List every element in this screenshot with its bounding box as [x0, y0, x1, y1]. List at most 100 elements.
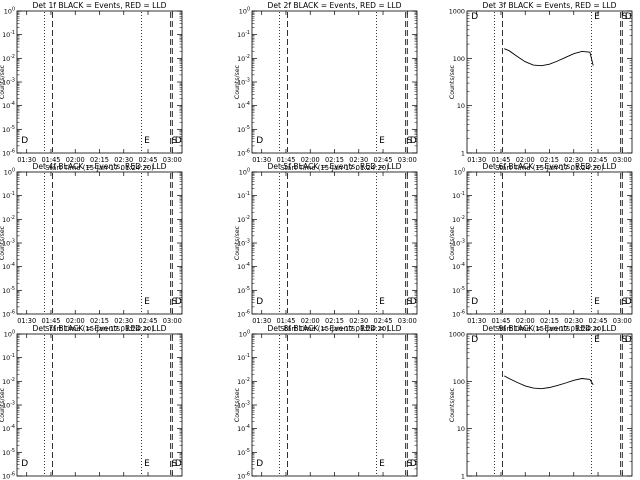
panel-title: Det 3f BLACK = Events, RED = LLD	[483, 1, 617, 10]
y-tick-label: 100	[239, 168, 250, 177]
panel-title: Det 9f BLACK = Events, RED = LLD	[483, 324, 617, 333]
x-axis-title: Start Time (15-Jan-17 01:24:20)	[45, 325, 154, 333]
x-tick-label: 03:00	[398, 156, 417, 164]
panel-4: Det 4f BLACK = Events, RED = LLD 01:30 01:…	[0, 162, 183, 333]
x-tick-label: 02:00	[516, 156, 535, 164]
x-tick-label: 02:45	[139, 156, 158, 164]
letter-d: D	[410, 136, 417, 146]
letter-d: D	[175, 297, 182, 307]
y-tick-label: 10-3	[2, 78, 15, 87]
y-tick-label: 10-2	[2, 54, 15, 63]
x-tick-label: 02:30	[114, 317, 133, 325]
panel-7: Det 7f BLACK = Events, RED = LLD01:3001:…	[0, 324, 183, 480]
y-tick-label: 10-1	[237, 353, 250, 362]
x-tick-label: 01:45	[276, 156, 295, 164]
letter-e: E	[594, 297, 600, 307]
y-tick-label: 10-5	[2, 286, 15, 295]
x-axis-title: Start Time (15-Jan-17 01:24:20)	[280, 164, 389, 172]
plot-frame	[251, 333, 418, 477]
letter-d: D	[175, 459, 182, 469]
y-tick-label: 100	[4, 7, 15, 16]
x-tick-label: 01:30	[467, 156, 486, 164]
series-line	[504, 48, 594, 67]
y-tick-label: 10-6	[452, 310, 465, 319]
y-tick-label: 10-3	[2, 239, 15, 248]
y-tick-label: 10-4	[2, 101, 15, 110]
y-tick-label: 10-3	[237, 401, 250, 410]
plot-frame	[251, 10, 418, 154]
y-tick-label: 1000	[449, 331, 465, 339]
y-tick-label: 10-5	[2, 125, 15, 134]
letter-e: E	[144, 459, 150, 469]
letter-s: S	[172, 459, 178, 469]
y-axis-title: Counts/sec	[449, 64, 456, 99]
x-axis-title: Start Time (15-Jan-17 01:24:20)	[280, 325, 389, 333]
y-tick-label: 1000	[449, 8, 465, 16]
panel-5: Det 5f BLACK = Events, RED = LLD 01:30 01:…	[234, 162, 418, 333]
x-tick-label: 02:45	[589, 156, 608, 164]
x-tick-label: 02:00	[66, 317, 85, 325]
x-tick-label: 02:00	[516, 317, 535, 325]
x-tick-label: 01:45	[491, 156, 510, 164]
x-tick-label: 03:00	[398, 317, 417, 325]
y-tick-label: 10-1	[237, 191, 250, 200]
y-tick-label: 10-1	[2, 30, 15, 39]
y-tick-label: 10-4	[452, 262, 465, 271]
y-tick-label: 10-3	[237, 239, 250, 248]
y-axis-title: Counts/sec	[0, 225, 6, 260]
y-tick-label: 10-5	[237, 125, 250, 134]
x-tick-label: 02:45	[374, 317, 393, 325]
y-tick-label: 10-5	[237, 448, 250, 457]
x-tick-label: 01:45	[41, 156, 60, 164]
letter-d: D	[256, 297, 263, 307]
x-tick-label: 02:30	[349, 317, 368, 325]
panel-title: Det 8f BLACK = Events, RED = LLD	[268, 324, 402, 333]
x-tick-label: 01:30	[467, 317, 486, 325]
panel-6: Det 6f BLACK = Events, RED = LLD 01:30 01:…	[449, 162, 633, 333]
x-tick-label: 02:30	[114, 156, 133, 164]
y-tick-label: 10-4	[237, 101, 250, 110]
y-tick-label: 10-5	[452, 286, 465, 295]
y-tick-label: 10-6	[2, 310, 15, 319]
letter-d: D	[410, 297, 417, 307]
letter-e: E	[379, 459, 385, 469]
x-tick-label: 01:30	[252, 317, 271, 325]
x-tick-label: 03:00	[613, 317, 632, 325]
x-axis-title: Start Time (15-Jan-17 01:24:20)	[45, 164, 154, 172]
plot-frame	[251, 171, 418, 315]
y-tick-label: 100	[454, 168, 465, 177]
y-tick-label: 10-1	[452, 191, 465, 200]
letter-e: E	[379, 136, 385, 146]
y-tick-label: 100	[4, 168, 15, 177]
x-tick-label: 02:15	[540, 156, 559, 164]
letter-e: E	[144, 136, 150, 146]
x-tick-label: 02:00	[301, 317, 320, 325]
letter-d: D	[471, 335, 478, 345]
x-tick-label: 02:15	[90, 156, 109, 164]
x-tick-label: 01:30	[17, 317, 36, 325]
y-tick-label: 10-6	[237, 149, 250, 158]
y-tick-label: 10-2	[452, 215, 465, 224]
y-tick-label: 10-4	[237, 424, 250, 433]
y-axis-title: Counts/sec	[449, 225, 456, 260]
letter-d: D	[471, 297, 478, 307]
y-tick-label: 100	[4, 330, 15, 339]
x-tick-label: 01:45	[491, 317, 510, 325]
letter-d: D	[625, 335, 632, 345]
letter-s: S	[407, 297, 413, 307]
x-tick-label: 01:30	[17, 156, 36, 164]
panel-8: Det 8f BLACK = Events, RED = LLD01:3001:…	[234, 324, 418, 480]
x-tick-label: 01:45	[41, 317, 60, 325]
panel-1: Det 1f BLACK = Events, RED = LLD 01:30 01:…	[0, 1, 183, 172]
y-tick-label: 10-2	[2, 377, 15, 386]
letter-d: D	[21, 136, 28, 146]
y-tick-label: 10-1	[237, 30, 250, 39]
y-tick-label: 10-4	[237, 262, 250, 271]
y-tick-label: 1	[461, 150, 465, 158]
y-axis-title: Counts/sec	[234, 64, 241, 99]
panel-2: Det 2f BLACK = Events, RED = LLD 01:30 01:…	[234, 1, 418, 172]
plot-frame	[466, 10, 633, 154]
y-axis-title: Counts/sec	[234, 225, 241, 260]
y-tick-label: 10-3	[2, 401, 15, 410]
x-tick-label: 02:15	[540, 317, 559, 325]
